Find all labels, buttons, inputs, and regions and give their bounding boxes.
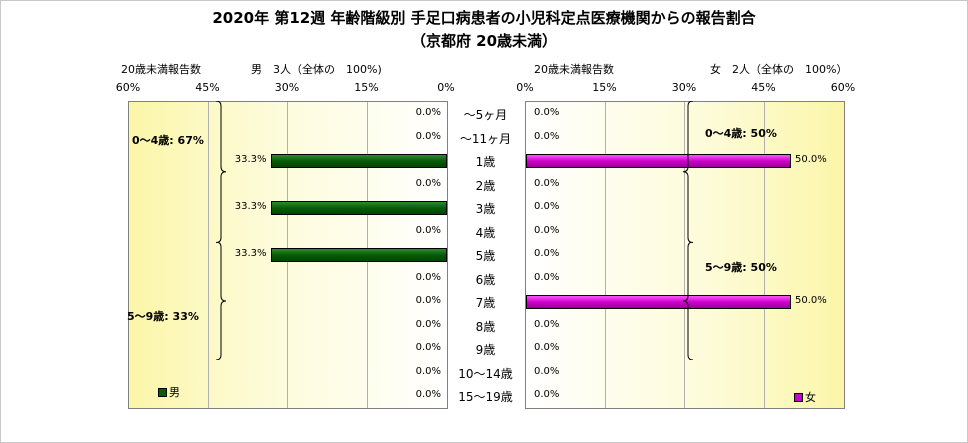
data-label-male: 0.0%	[415, 130, 441, 142]
category-label: 15～19歳	[458, 390, 513, 404]
category-label: 4歳	[475, 225, 496, 240]
male-plot-area: 0.0% 0.0% 33.3% 0.0% 33.3% 0.0% 33.3% 0.0% 0.0% 0…	[128, 101, 448, 409]
left-report-summary: 男 3人（全体の 100%)	[251, 63, 382, 76]
data-label-male: 33.3%	[234, 201, 267, 212]
data-label-female: 0.0%	[534, 224, 560, 236]
data-label-female: 0.0%	[534, 201, 560, 212]
data-label-female: 0.0%	[534, 365, 560, 377]
chart-subtitle: （京都府 20歳未満）	[410, 32, 558, 50]
data-label-female: 0.0%	[534, 130, 560, 142]
data-label-male: 0.0%	[415, 295, 441, 306]
legend-female-swatch	[794, 392, 803, 402]
axis-tick-right: 60%	[830, 81, 856, 94]
legend-male-swatch	[158, 387, 167, 397]
group-brace-female	[683, 242, 693, 360]
data-label-male: 0.0%	[415, 342, 441, 353]
gridline-right	[604, 102, 606, 408]
axis-tick-right: 45%	[751, 81, 776, 94]
data-label-female: 0.0%	[534, 318, 560, 330]
data-label-male: 0.0%	[415, 177, 441, 189]
bar-male	[270, 154, 447, 168]
data-label-male: 0.0%	[415, 365, 441, 377]
gridline-right	[684, 102, 685, 408]
group-brace-male	[216, 101, 226, 243]
axis-tick-left: 30%	[274, 81, 300, 94]
category-label: ～5ヶ月	[463, 108, 508, 122]
category-label: 10～14歳	[458, 366, 513, 381]
bar-female	[526, 154, 791, 168]
left-report-label: 20歳未満報告数	[121, 63, 201, 76]
category-label: ～11ヶ月	[459, 131, 512, 146]
right-report-summary: 女 2人（全体の 100%）	[710, 63, 848, 76]
gridline-right	[763, 102, 765, 408]
axis-tick-right: 30%	[671, 81, 697, 94]
category-label: 9歳	[475, 343, 496, 357]
axis-tick-left: 15%	[354, 81, 379, 94]
data-label-female: 0.0%	[534, 342, 560, 353]
group-label-female: 5～9歳: 50%	[705, 261, 777, 274]
category-label: 3歳	[475, 202, 496, 216]
right-report-label: 20歳未満報告数	[534, 63, 614, 76]
data-label-male: 0.0%	[415, 389, 441, 400]
data-label-female: 0.0%	[534, 389, 560, 400]
axis-tick-left: 45%	[195, 81, 220, 94]
chart-title: 2020年 第12週 年齢階級別 手足口病患者の小児科定点医療機関からの報告割合	[212, 9, 756, 27]
category-label: 5歳	[475, 249, 496, 263]
legend-female-label: 女	[805, 391, 816, 404]
group-label-male: 5～9歳: 33%	[127, 310, 199, 323]
group-label-male: 0～4歳: 67%	[132, 134, 204, 147]
data-label-female: 0.0%	[534, 248, 560, 259]
legend-female: 女	[794, 389, 816, 405]
data-label-male: 33.3%	[234, 248, 267, 259]
category-label: 8歳	[475, 319, 496, 334]
data-label-male: 0.0%	[415, 271, 441, 283]
data-label-female: 0.0%	[534, 271, 560, 283]
data-label-female: 0.0%	[534, 177, 560, 189]
category-label: 6歳	[475, 272, 496, 287]
data-label-male: 33.3%	[234, 154, 267, 165]
legend-male: 男	[158, 384, 180, 400]
legend-male-label: 男	[169, 386, 180, 399]
data-label-female: 50.0%	[795, 154, 827, 165]
bar-male	[270, 201, 447, 215]
category-label: 1歳	[475, 155, 496, 169]
bar-female	[526, 295, 791, 309]
group-brace-male	[216, 242, 226, 360]
category-label: 2歳	[475, 178, 496, 193]
group-label-female: 0～4歳: 50%	[705, 127, 777, 140]
data-label-female: 50.0%	[795, 295, 827, 306]
data-label-male: 0.0%	[415, 224, 441, 236]
data-label-male: 0.0%	[415, 107, 441, 118]
group-brace-female	[683, 101, 693, 243]
axis-tick-left: 60%	[115, 81, 141, 94]
bar-male	[270, 248, 447, 262]
gridline-left	[207, 102, 209, 408]
data-label-female: 0.0%	[534, 107, 560, 118]
female-plot-area: 0.0% 0.0% 50.0% 0.0% 0.0% 0.0% 0.0% 0.0% 50.0% 0.…	[525, 101, 845, 409]
axis-tick-left: 0%	[437, 81, 455, 94]
data-label-male: 0.0%	[415, 318, 441, 330]
axis-tick-right: 0%	[516, 81, 534, 94]
axis-tick-right: 15%	[592, 81, 617, 94]
category-label: 7歳	[475, 296, 496, 310]
